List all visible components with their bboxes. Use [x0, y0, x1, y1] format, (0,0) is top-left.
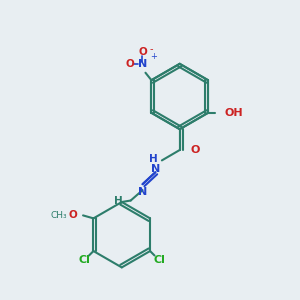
Text: Cl: Cl	[79, 255, 91, 265]
Text: N: N	[138, 59, 147, 69]
Text: H: H	[149, 154, 158, 164]
Text: CH₃: CH₃	[51, 211, 68, 220]
Text: O: O	[138, 47, 147, 57]
Text: N: N	[151, 164, 160, 174]
Text: OH: OH	[224, 108, 243, 118]
Text: Cl: Cl	[153, 255, 165, 265]
Text: O: O	[126, 59, 134, 69]
Text: -: -	[149, 44, 152, 54]
Text: O: O	[190, 145, 200, 155]
Text: +: +	[150, 52, 157, 61]
Text: O: O	[68, 210, 77, 220]
Text: N: N	[138, 187, 147, 196]
Text: H: H	[115, 196, 123, 206]
